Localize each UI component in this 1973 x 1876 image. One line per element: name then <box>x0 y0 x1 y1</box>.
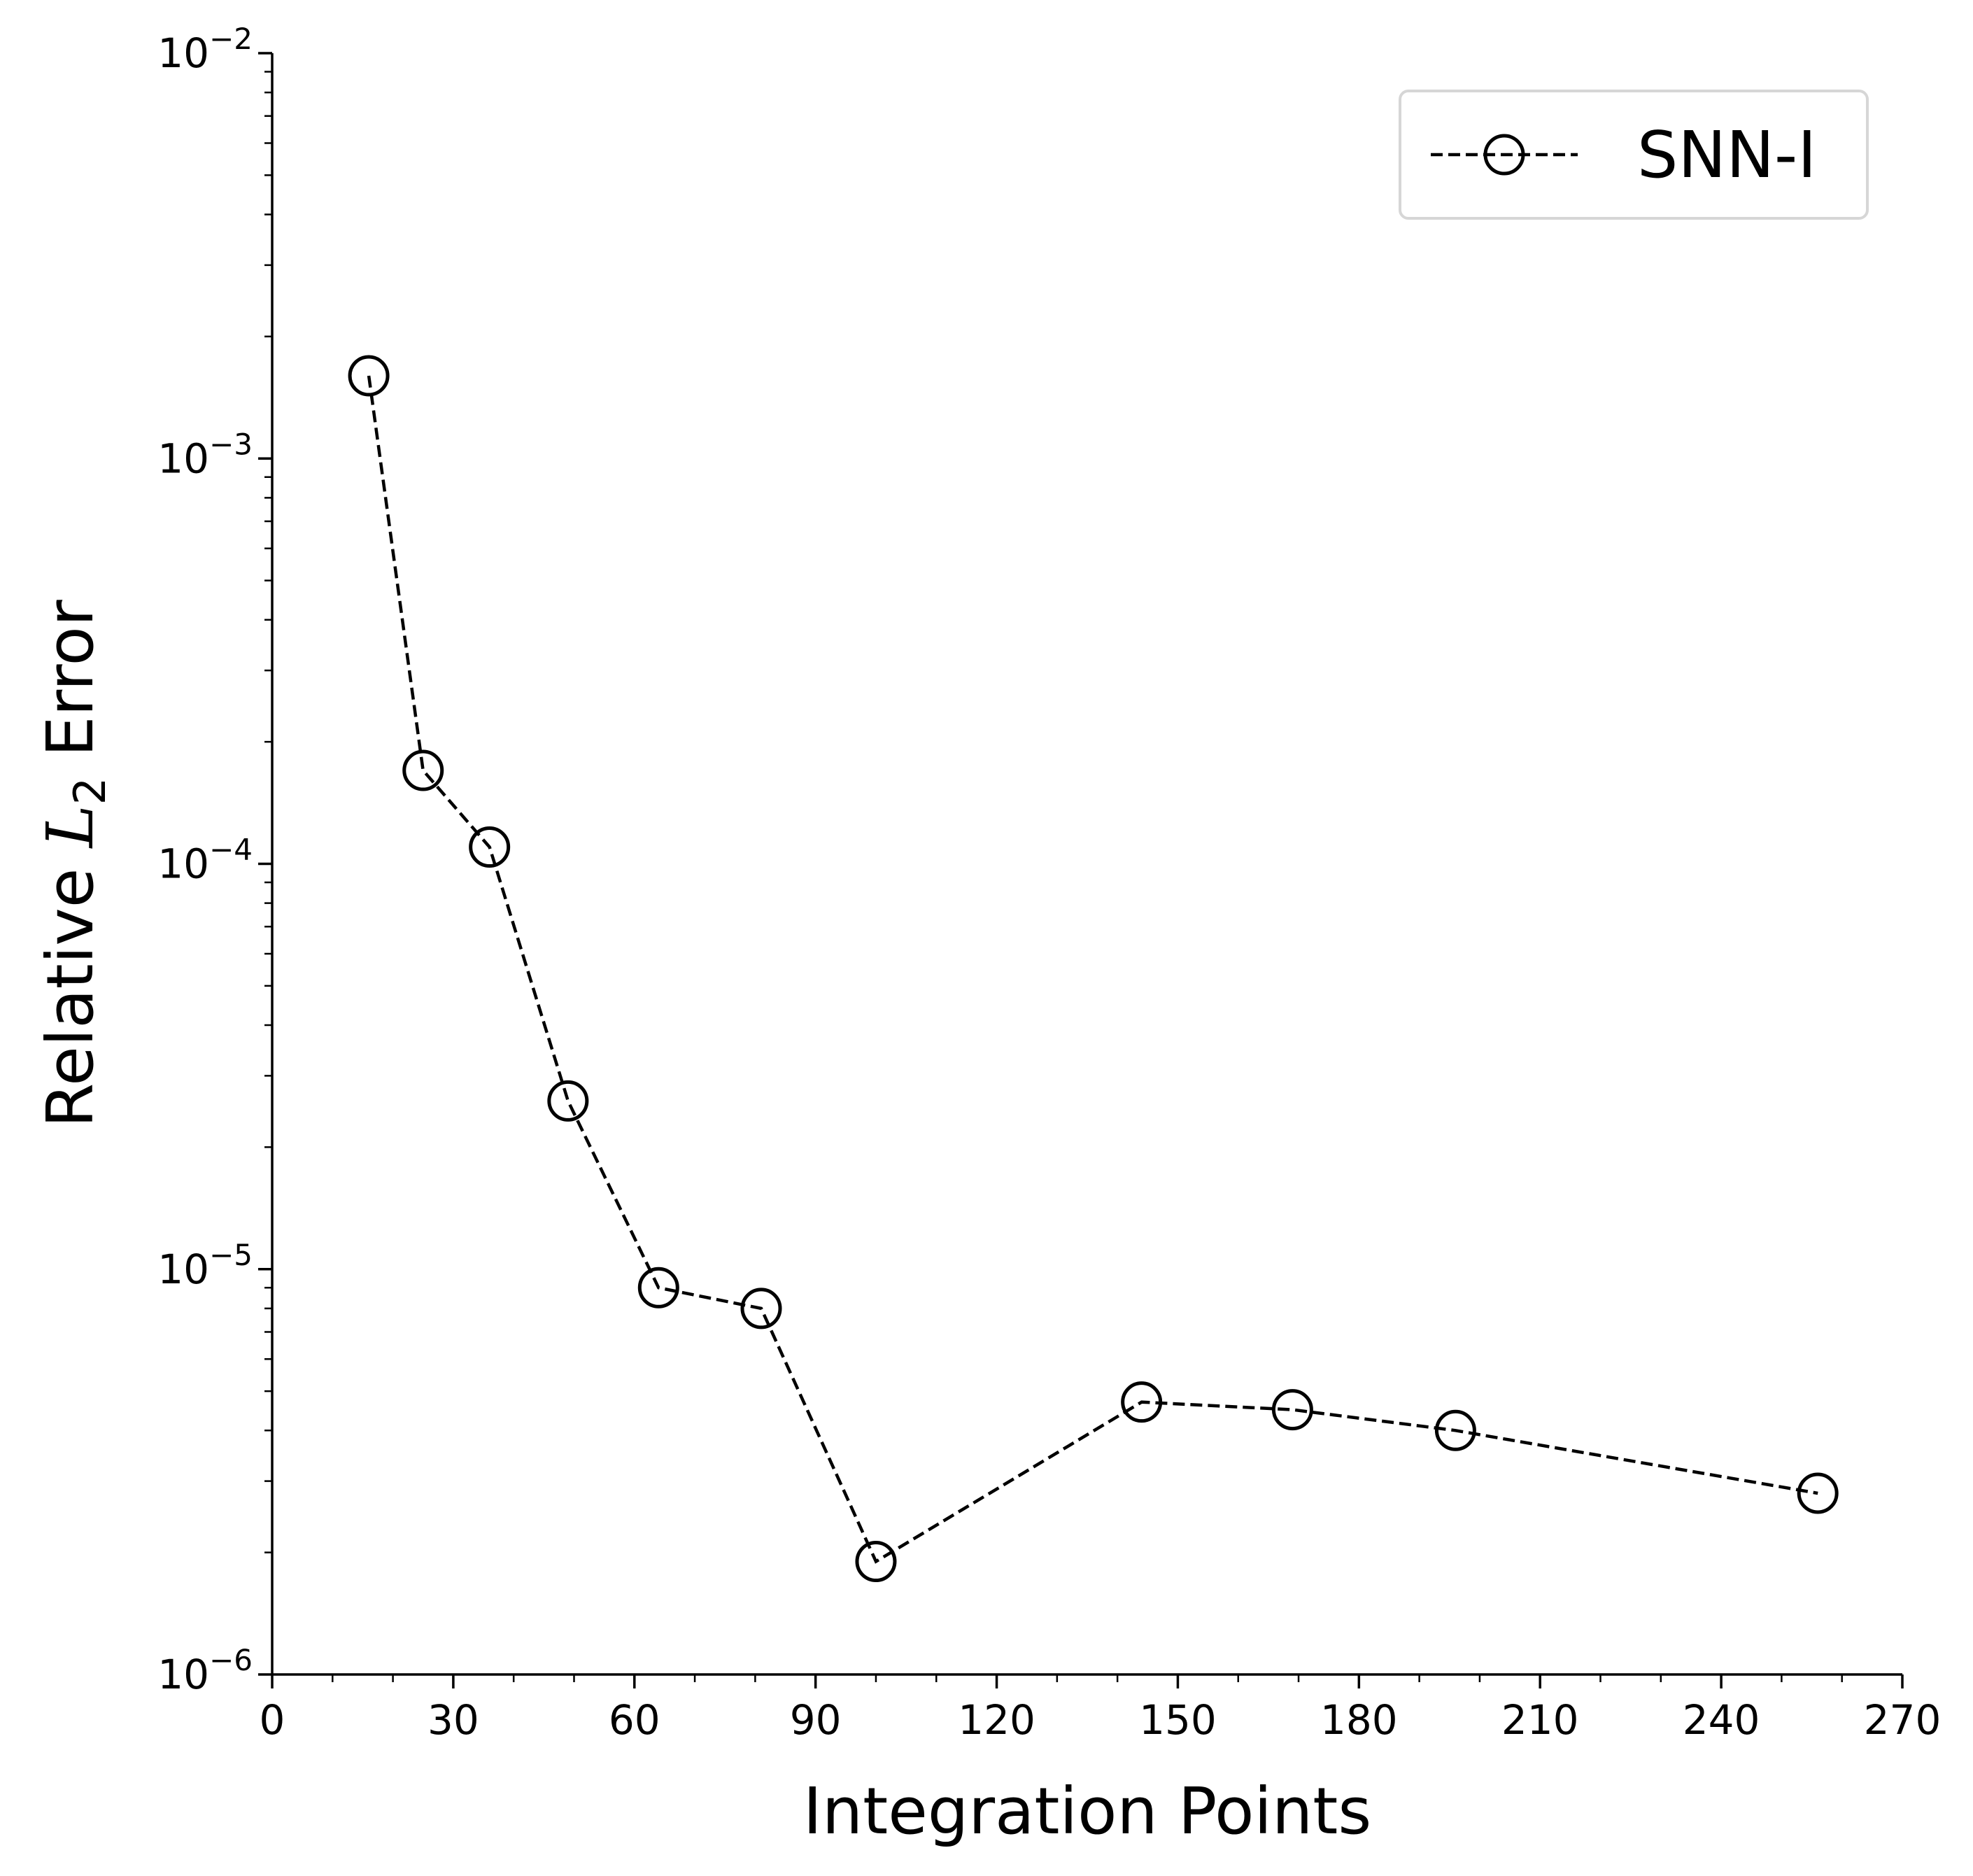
y-axis-label-subscript: 2 <box>64 777 115 805</box>
data-point <box>1121 1381 1163 1423</box>
y-axis-label-variable: L <box>33 805 108 849</box>
y-tick-label: 10−5 <box>157 1238 253 1293</box>
data-point <box>402 749 444 791</box>
legend-box <box>1399 90 1869 220</box>
x-tick-label: 150 <box>1139 1696 1217 1744</box>
x-tick-label: 30 <box>427 1696 479 1744</box>
x-tick-label: 270 <box>1864 1696 1942 1744</box>
x-tick-label: 120 <box>958 1696 1035 1744</box>
data-point <box>547 1080 589 1122</box>
x-tick-label: 210 <box>1501 1696 1579 1744</box>
y-axis-label: Relative L2 Error <box>33 600 115 1127</box>
x-tick-label: 90 <box>790 1696 842 1744</box>
x-tick-label: 60 <box>609 1696 660 1744</box>
x-tick-label: 0 <box>260 1696 285 1744</box>
series-line <box>367 375 1818 1564</box>
legend: SNN-I <box>1399 90 1869 220</box>
data-point <box>469 826 511 868</box>
plot-series <box>348 355 1839 1583</box>
y-axis-label-prefix: Relative <box>33 847 108 1127</box>
x-tick-label: 180 <box>1320 1696 1398 1744</box>
legend-marker <box>1483 134 1525 176</box>
y-tick-label: 10−2 <box>157 22 253 77</box>
x-tick-label: 240 <box>1683 1696 1760 1744</box>
x-axis-label: Integration Points <box>803 1774 1372 1849</box>
data-point <box>637 1267 679 1309</box>
x-axis-ticks: 0 30 60 90 120 150 180 210 240 270 <box>260 1674 1942 1744</box>
data-point <box>1797 1472 1839 1514</box>
y-tick-label: 10−6 <box>157 1643 253 1698</box>
data-point <box>855 1541 897 1583</box>
y-tick-label: 10−4 <box>157 833 253 888</box>
y-axis-label-suffix: Error <box>33 600 108 777</box>
data-point <box>1434 1409 1476 1451</box>
y-tick-label: 10−3 <box>157 427 253 482</box>
data-point <box>740 1288 782 1330</box>
y-axis-ticks: 10−6 10−5 10−4 10−3 10−2 <box>157 22 272 1698</box>
legend-label: SNN-I <box>1637 118 1816 192</box>
data-point <box>1271 1389 1313 1431</box>
data-point <box>348 355 390 397</box>
